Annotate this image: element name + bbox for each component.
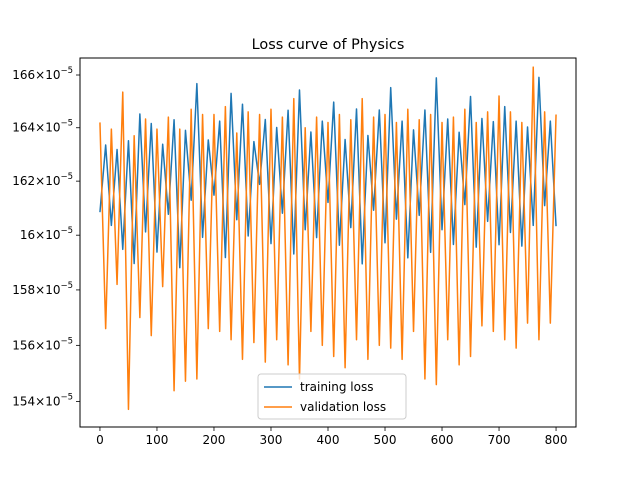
y-tick-times: × — [35, 121, 45, 135]
legend-label: validation loss — [300, 400, 386, 414]
x-tick-label: 600 — [431, 433, 454, 447]
x-tick-label: 800 — [545, 433, 568, 447]
y-tick-base: 10 — [45, 68, 60, 82]
y-tick-mantissa: 16 — [20, 228, 35, 242]
y-tick-mantissa: 158 — [12, 283, 35, 297]
y-tick-times: × — [35, 283, 45, 297]
y-tick-mantissa: 162 — [12, 174, 35, 188]
x-tick-label: 300 — [260, 433, 283, 447]
y-tick-exponent: −5 — [60, 226, 73, 236]
y-tick-base: 10 — [45, 394, 60, 408]
x-tick-label: 400 — [317, 433, 340, 447]
x-tick-label: 700 — [488, 433, 511, 447]
y-tick-times: × — [35, 68, 45, 82]
x-axis-ticks: 0 100 200 300 400 500 600 700 800 — [96, 427, 567, 447]
legend: training loss validation loss — [257, 373, 407, 420]
y-tick-times: × — [35, 228, 45, 242]
y-tick-mantissa: 156 — [12, 338, 35, 352]
y-tick-times: × — [35, 338, 45, 352]
y-tick-times: × — [35, 394, 45, 408]
y-tick-base: 10 — [45, 121, 60, 135]
y-tick-label: 166×10−5 — [12, 66, 73, 82]
y-tick-times: × — [35, 174, 45, 188]
y-tick-label: 156×10−5 — [12, 336, 73, 352]
y-tick-label: 164×10−5 — [12, 119, 73, 135]
y-tick-label: 16×10−5 — [20, 226, 73, 242]
y-tick-label: 154×10−5 — [12, 392, 73, 408]
plot-frame — [79, 57, 577, 428]
y-tick-mantissa: 164 — [12, 121, 35, 135]
y-tick-base: 10 — [45, 338, 60, 352]
legend-label: training loss — [300, 380, 373, 394]
y-tick-label: 162×10−5 — [12, 172, 73, 188]
y-axis-ticks: 154×10−5156×10−5158×10−516×10−5162×10−51… — [12, 66, 80, 408]
x-tick-label: 200 — [203, 433, 226, 447]
y-tick-exponent: −5 — [60, 119, 73, 129]
training-loss-line — [99, 76, 557, 269]
series-lines — [99, 66, 557, 411]
x-tick-label: 500 — [374, 433, 397, 447]
y-tick-base: 10 — [45, 228, 60, 242]
chart-title: Loss curve of Physics — [252, 37, 405, 53]
y-tick-mantissa: 154 — [12, 394, 35, 408]
x-tick-label: 0 — [96, 433, 104, 447]
y-tick-exponent: −5 — [60, 66, 73, 76]
legend-box — [257, 373, 407, 420]
y-tick-label: 158×10−5 — [12, 281, 73, 297]
y-tick-exponent: −5 — [60, 172, 73, 182]
y-tick-base: 10 — [45, 283, 60, 297]
y-tick-base: 10 — [45, 174, 60, 188]
y-tick-exponent: −5 — [60, 281, 73, 291]
validation-loss-line — [99, 66, 557, 411]
y-tick-mantissa: 166 — [12, 68, 35, 82]
x-tick-label: 100 — [146, 433, 169, 447]
y-tick-exponent: −5 — [60, 392, 73, 402]
y-tick-exponent: −5 — [60, 336, 73, 346]
